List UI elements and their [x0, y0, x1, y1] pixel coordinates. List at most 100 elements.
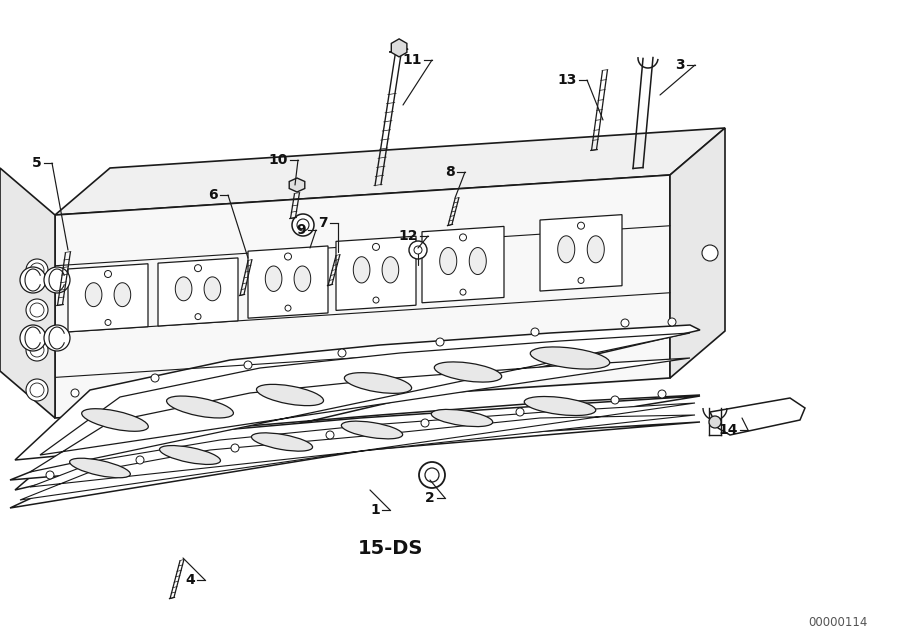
- Circle shape: [136, 456, 144, 464]
- Polygon shape: [176, 277, 192, 301]
- Circle shape: [20, 267, 46, 293]
- Circle shape: [460, 289, 466, 295]
- Circle shape: [338, 349, 346, 357]
- Circle shape: [709, 416, 721, 428]
- Polygon shape: [10, 396, 700, 508]
- Polygon shape: [0, 168, 55, 418]
- Circle shape: [292, 214, 314, 236]
- Ellipse shape: [82, 409, 148, 431]
- Polygon shape: [558, 236, 575, 263]
- Circle shape: [668, 318, 676, 326]
- Text: 2: 2: [425, 491, 435, 505]
- Polygon shape: [422, 227, 504, 303]
- Ellipse shape: [345, 373, 411, 393]
- Text: 5: 5: [32, 156, 42, 170]
- Circle shape: [425, 468, 439, 482]
- Circle shape: [44, 267, 70, 293]
- Ellipse shape: [166, 396, 233, 418]
- Circle shape: [194, 265, 202, 272]
- Circle shape: [297, 219, 309, 231]
- Circle shape: [44, 325, 70, 351]
- Circle shape: [105, 319, 111, 326]
- Ellipse shape: [159, 446, 220, 464]
- Circle shape: [26, 379, 48, 401]
- Text: 9: 9: [296, 223, 306, 237]
- Circle shape: [26, 339, 48, 361]
- Polygon shape: [266, 266, 282, 291]
- Ellipse shape: [69, 458, 130, 478]
- Polygon shape: [86, 283, 102, 307]
- Polygon shape: [15, 325, 700, 490]
- Circle shape: [26, 299, 48, 321]
- Ellipse shape: [256, 384, 323, 406]
- Circle shape: [414, 246, 422, 254]
- Text: 11: 11: [402, 53, 422, 67]
- Text: 14: 14: [718, 423, 738, 437]
- Polygon shape: [469, 248, 486, 274]
- Text: 10: 10: [268, 153, 288, 167]
- Circle shape: [30, 343, 44, 357]
- Text: 13: 13: [558, 73, 577, 87]
- Polygon shape: [204, 277, 220, 301]
- Text: 12: 12: [399, 229, 418, 243]
- Polygon shape: [68, 264, 148, 332]
- Text: 15-DS: 15-DS: [357, 538, 423, 558]
- Circle shape: [195, 314, 201, 319]
- Polygon shape: [55, 128, 725, 215]
- Text: 6: 6: [209, 188, 218, 202]
- Text: 00000114: 00000114: [808, 615, 868, 629]
- Circle shape: [244, 361, 252, 369]
- Polygon shape: [336, 236, 416, 311]
- Circle shape: [30, 383, 44, 397]
- Circle shape: [621, 319, 629, 327]
- Polygon shape: [382, 257, 399, 283]
- Polygon shape: [114, 283, 130, 307]
- Polygon shape: [158, 258, 238, 326]
- Ellipse shape: [341, 421, 402, 439]
- Polygon shape: [670, 128, 725, 378]
- Polygon shape: [20, 403, 695, 500]
- Circle shape: [578, 277, 584, 283]
- Circle shape: [20, 325, 46, 351]
- Polygon shape: [30, 333, 690, 472]
- Ellipse shape: [431, 410, 492, 427]
- Circle shape: [104, 271, 112, 277]
- Text: 3: 3: [675, 58, 685, 72]
- Circle shape: [326, 431, 334, 439]
- Text: 8: 8: [446, 165, 455, 179]
- Circle shape: [460, 234, 466, 241]
- Polygon shape: [289, 178, 305, 192]
- Circle shape: [151, 374, 159, 382]
- Circle shape: [531, 328, 539, 336]
- Text: 7: 7: [319, 216, 328, 230]
- Circle shape: [419, 462, 445, 488]
- Circle shape: [421, 419, 429, 427]
- Polygon shape: [248, 246, 328, 318]
- Ellipse shape: [525, 396, 596, 415]
- Polygon shape: [294, 266, 310, 291]
- Polygon shape: [55, 175, 670, 418]
- Text: 4: 4: [185, 573, 195, 587]
- Circle shape: [702, 245, 718, 261]
- Ellipse shape: [251, 433, 312, 451]
- Ellipse shape: [435, 362, 501, 382]
- Polygon shape: [710, 398, 805, 435]
- Circle shape: [284, 253, 292, 260]
- Polygon shape: [540, 215, 622, 291]
- Polygon shape: [440, 248, 457, 274]
- Ellipse shape: [530, 347, 609, 369]
- Circle shape: [46, 471, 54, 479]
- Circle shape: [611, 396, 619, 404]
- Polygon shape: [354, 257, 370, 283]
- Polygon shape: [392, 39, 407, 57]
- Text: 1: 1: [370, 503, 380, 517]
- Circle shape: [658, 390, 666, 398]
- Polygon shape: [587, 236, 604, 263]
- Circle shape: [578, 222, 584, 229]
- Circle shape: [409, 241, 427, 259]
- Circle shape: [30, 263, 44, 277]
- Circle shape: [436, 338, 444, 346]
- Circle shape: [231, 444, 239, 452]
- Circle shape: [373, 297, 379, 303]
- Circle shape: [373, 243, 380, 250]
